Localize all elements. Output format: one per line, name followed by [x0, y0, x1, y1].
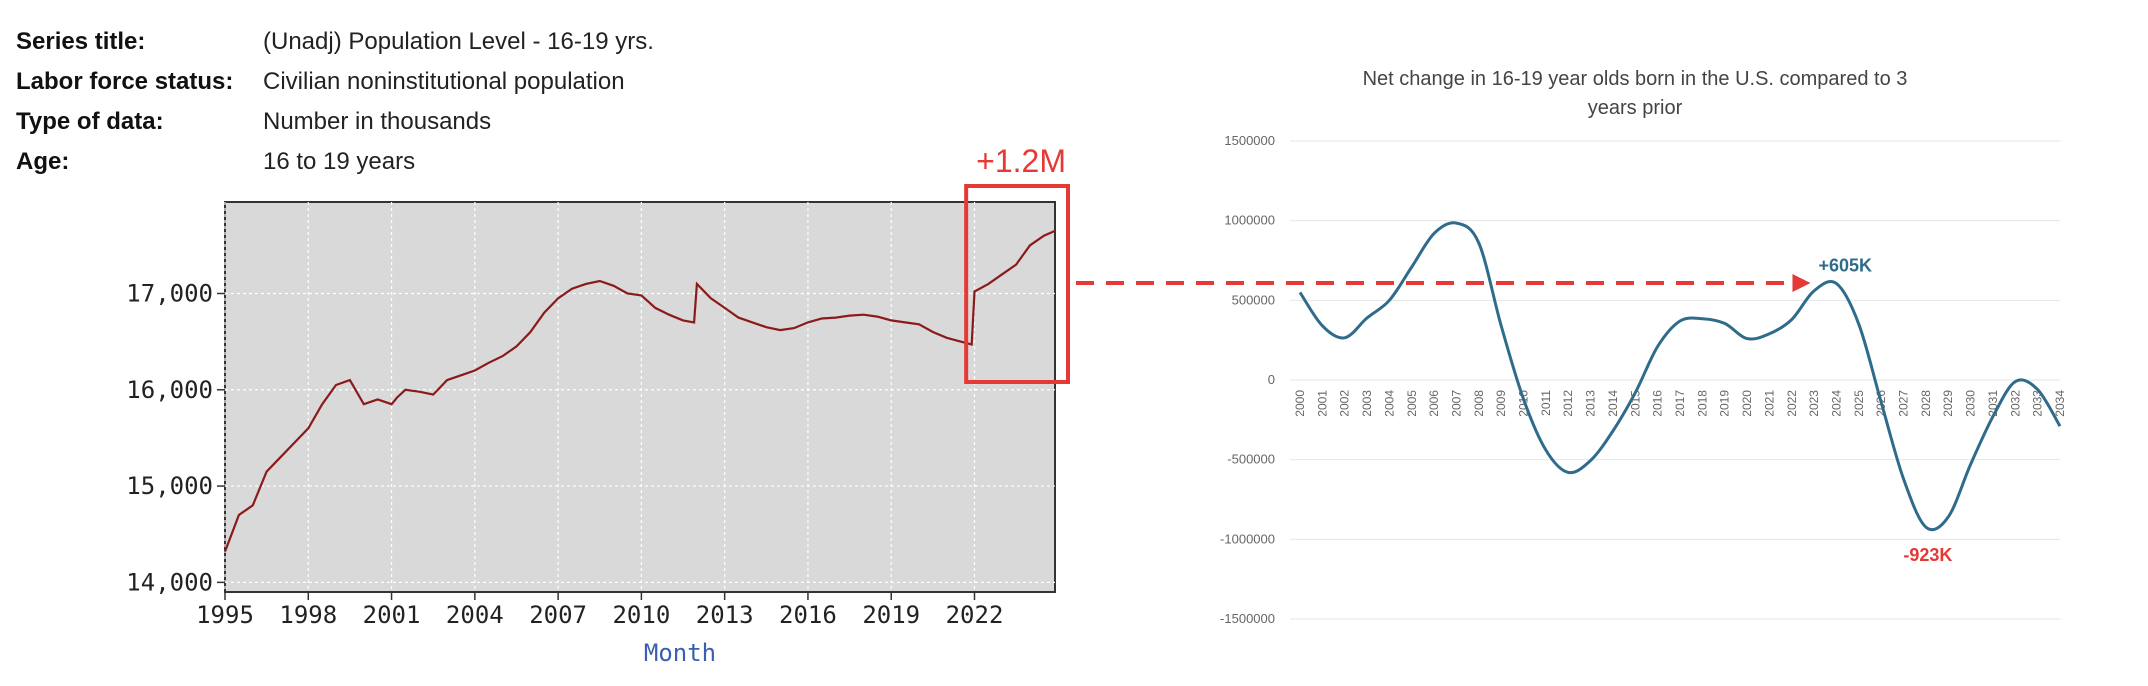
right-title-line-2: years prior — [1588, 97, 1683, 119]
right-xtick-label: 2014 — [1606, 390, 1620, 417]
right-chart-title: Net change in 16-19 year olds born in th… — [1363, 68, 1908, 119]
meta-value-3: 16 to 19 years — [263, 148, 415, 175]
series-metadata: Series title: (Unadj) Population Level - … — [16, 28, 654, 175]
right-xtick-label: 2028 — [1919, 390, 1933, 417]
arrowhead — [1792, 274, 1811, 292]
right-xtick-label: 2017 — [1673, 390, 1687, 417]
right-xtick-label: 2006 — [1427, 390, 1441, 417]
right-xtick-label: 2025 — [1852, 390, 1866, 417]
right-xtick-label: 2020 — [1740, 390, 1754, 417]
right-xtick-label: 2019 — [1718, 390, 1732, 417]
left-ytick-label: 14,000 — [126, 568, 213, 596]
left-xtick-label: 2010 — [612, 601, 670, 629]
population-series-line — [223, 229, 1056, 552]
left-y-axis: 14,000 15,000 16,000 17,000 — [126, 279, 225, 596]
right-xtick-label: 2023 — [1807, 390, 1821, 417]
right-xtick-label: 2011 — [1539, 390, 1553, 416]
net-change-chart: Net change in 16-19 year olds born in th… — [1220, 68, 2067, 626]
right-xtick-label: 2031 — [1986, 390, 2000, 417]
left-xtick-label: 1995 — [196, 601, 254, 629]
left-x-axis-label: Month — [644, 639, 716, 667]
right-xtick-label: 2005 — [1405, 390, 1419, 417]
right-xtick-label: 2018 — [1695, 390, 1709, 417]
meta-value-2: Number in thousands — [263, 108, 491, 135]
right-xtick-label: 2002 — [1338, 390, 1352, 417]
right-xtick-label: 2034 — [2053, 390, 2067, 417]
right-ytick-label: 0 — [1268, 372, 1275, 387]
right-xtick-label: 2008 — [1472, 390, 1486, 417]
left-xtick-label: 2022 — [946, 601, 1004, 629]
right-xtick-label: 2000 — [1293, 390, 1307, 417]
meta-label-2: Type of data: — [16, 108, 164, 135]
left-ytick-label: 16,000 — [126, 376, 213, 404]
right-ytick-label: -1000000 — [1220, 531, 1275, 546]
meta-value-0: (Unadj) Population Level - 16-19 yrs. — [263, 28, 654, 55]
right-ytick-label: 500000 — [1232, 292, 1275, 307]
right-xtick-label: 2004 — [1382, 390, 1396, 417]
left-x-axis: 1995 1998 2001 2004 2007 2010 2013 2016 2019 2022 — [196, 592, 1003, 629]
right-xtick-label: 2013 — [1584, 390, 1598, 417]
left-xtick-label: 2007 — [529, 601, 587, 629]
highlight-annotation: +1.2M — [964, 143, 1811, 384]
right-xtick-label: 2024 — [1829, 390, 1843, 417]
meta-label-0: Series title: — [16, 28, 145, 55]
right-xtick-label: 2003 — [1360, 390, 1374, 417]
right-ytick-label: 1500000 — [1224, 133, 1275, 148]
population-level-chart: 14,000 15,000 16,000 17,000 1995 1998 2001 200… — [126, 201, 1056, 667]
meta-label-1: Labor force status: — [16, 68, 233, 95]
left-plot-area — [224, 201, 1056, 593]
right-xtick-label: 2021 — [1762, 390, 1776, 417]
highlight-box — [964, 184, 1071, 384]
left-xtick-label: 2019 — [862, 601, 920, 629]
meta-label-3: Age: — [16, 148, 69, 175]
left-xtick-label: 2016 — [779, 601, 837, 629]
highlight-label: +1.2M — [976, 143, 1066, 179]
right-ytick-label: -500000 — [1227, 452, 1275, 467]
right-ytick-label: 1000000 — [1224, 213, 1275, 228]
right-xtick-label: 2009 — [1494, 390, 1508, 417]
left-xtick-label: 1998 — [279, 601, 337, 629]
right-xtick-label: 2001 — [1315, 390, 1329, 417]
right-y-axis: 1500000 1000000 500000 0 -500000 -1000000 -150… — [1220, 133, 1275, 626]
left-xtick-label: 2004 — [446, 601, 504, 629]
peak-annotation: +605K — [1818, 256, 1872, 276]
right-xtick-label: 2007 — [1449, 390, 1463, 417]
right-xtick-label: 2032 — [2008, 390, 2022, 417]
right-xtick-label: 2027 — [1897, 390, 1911, 417]
right-xtick-label: 2029 — [1941, 390, 1955, 417]
left-ytick-label: 15,000 — [126, 472, 213, 500]
left-xtick-label: 2001 — [363, 601, 421, 629]
right-xtick-label: 2012 — [1561, 390, 1575, 417]
right-xtick-label: 2022 — [1785, 390, 1799, 417]
left-ytick-label: 17,000 — [126, 279, 213, 307]
net-change-series-line — [1298, 221, 2062, 532]
trough-annotation: -923K — [1903, 545, 1952, 565]
right-xtick-label: 2016 — [1651, 390, 1665, 417]
right-x-axis: 2000 2001 2002 2003 2004 2005 2006 2007 2008 2009… — [1293, 390, 2067, 417]
right-xtick-label: 2030 — [1964, 390, 1978, 417]
right-ytick-label: -1500000 — [1220, 611, 1275, 626]
right-gridlines — [1290, 140, 2060, 620]
left-gridlines — [224, 202, 1055, 592]
right-title-line-1: Net change in 16-19 year olds born in th… — [1363, 68, 1908, 90]
meta-value-1: Civilian noninstitutional population — [263, 68, 625, 95]
left-xtick-label: 2013 — [696, 601, 754, 629]
